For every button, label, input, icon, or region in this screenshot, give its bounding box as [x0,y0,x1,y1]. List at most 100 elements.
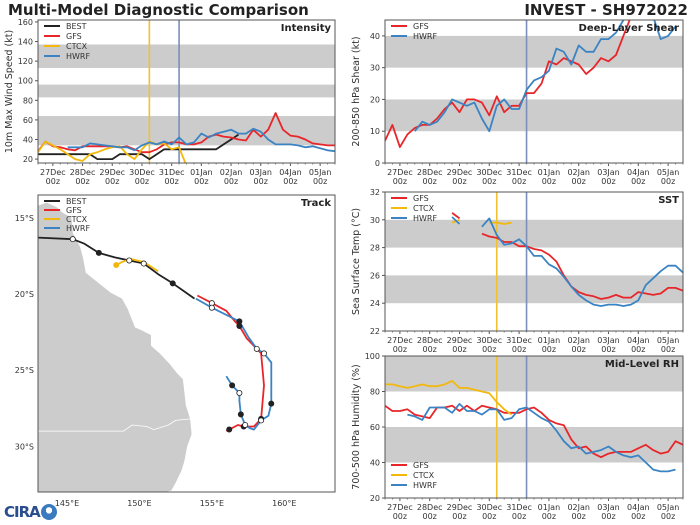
y-tick-label: 60 [23,116,33,125]
australia-land [38,202,192,492]
series-line-gfs [481,232,683,300]
panel-title: Track [301,198,331,209]
x-tick-label: 02Jan [567,336,590,345]
x-tick-sublabel: 00z [164,177,178,186]
track-marker-best [69,236,76,243]
x-tick-label: 04Jan [627,336,650,345]
x-tick-sublabel: 00z [572,345,586,354]
legend-label-hwrf: HWRF [413,32,437,41]
x-tick-label: 27Dec [387,503,413,512]
shaded-band [385,275,683,304]
y-tick-label: 24 [370,299,380,308]
x-tick-label: 05Jan [657,168,680,177]
y-tick-label: 80 [370,388,380,397]
x-tick-label: 160°E [272,499,296,508]
x-tick-label: 31Dec [159,168,185,177]
shaded-band [38,115,335,146]
x-tick-sublabel: 00z [601,177,615,186]
x-tick-sublabel: 00z [661,177,675,186]
x-tick-label: 04Jan [627,168,650,177]
track-marker-hwrf [261,350,268,357]
track-marker-ctcx [113,262,120,269]
x-tick-label: 01Jan [538,168,561,177]
x-tick-sublabel: 00z [542,345,556,354]
x-tick-sublabel: 00z [393,512,407,521]
x-tick-sublabel: 00z [572,177,586,186]
x-tick-sublabel: 00z [224,177,238,186]
x-tick-sublabel: 00z [423,512,437,521]
globe-icon [40,504,57,520]
x-tick-label: 30Dec [129,168,155,177]
y-tick-label: 32 [370,188,380,197]
y-tick-label: 100 [18,77,33,86]
y-tick-label: 80 [23,96,33,105]
track-marker-best [169,280,176,287]
x-tick-label: 05Jan [309,168,332,177]
x-tick-label: 150°E [127,499,151,508]
track-marker-gfs [226,426,233,433]
panel-title: Mid-Level RH [605,359,679,370]
shaded-band [385,35,683,68]
x-tick-label: 31Dec [506,503,532,512]
storm-title: INVEST - SH972022 [524,1,688,19]
x-tick-label: 155°E [200,499,224,508]
track-marker-best [140,260,147,267]
x-tick-sublabel: 00z [283,177,297,186]
x-tick-sublabel: 00z [542,177,556,186]
x-tick-sublabel: 00z [393,345,407,354]
x-tick-label: 27Dec [387,168,413,177]
x-tick-label: 30Dec [476,503,502,512]
x-tick-sublabel: 00z [194,177,208,186]
legend-label-hwrf: HWRF [66,224,90,233]
series-line-hwrf [451,216,461,225]
legend-label-hwrf: HWRF [413,214,437,223]
x-tick-sublabel: 00z [135,177,149,186]
y-tick-label: 20 [370,95,380,104]
plot-frame [37,194,336,493]
series-line-gfs [451,212,461,220]
panel-title: Deep-Layer Shear [579,23,680,34]
x-tick-label: 29Dec [447,168,473,177]
panel-title: Intensity [281,23,332,34]
x-tick-sublabel: 00z [452,345,466,354]
y-tick-label: 100 [365,352,380,361]
x-tick-label: 03Jan [597,503,620,512]
x-tick-sublabel: 00z [254,177,268,186]
x-tick-label: 01Jan [538,336,561,345]
x-tick-sublabel: 00z [313,177,327,186]
legend-label-best: BEST [66,197,87,206]
y-axis-label: Sea Surface Temp (°C) [351,208,362,315]
track-marker-best [95,249,102,256]
x-tick-label: 01Jan [190,168,213,177]
x-tick-label: 03Jan [249,168,272,177]
panel-title: SST [658,195,679,206]
legend-label-gfs: GFS [66,32,82,41]
series-line-hwrf [481,217,683,307]
y-axis-label: 700-500 hPa Humidity (%) [351,364,362,489]
x-tick-sublabel: 00z [542,512,556,521]
x-tick-sublabel: 00z [512,177,526,186]
panel-intensity: 2040608010012014016027Dec00z28Dec00z29De… [4,18,336,186]
x-tick-label: 28Dec [417,168,443,177]
track-marker-hwrf [242,421,249,428]
cira-logo: CIRA [4,503,57,521]
x-tick-sublabel: 00z [423,177,437,186]
legend-label-gfs: GFS [66,206,82,215]
legend-label-hwrf: HWRF [66,52,90,61]
x-tick-label: 04Jan [279,168,302,177]
track-marker-hwrf [236,318,243,325]
x-tick-sublabel: 00z [46,177,60,186]
x-tick-sublabel: 00z [661,345,675,354]
y-axis-label: 200-850 hPa Shear (kt) [351,36,362,146]
track-marker-best [126,257,133,264]
x-tick-label: 28Dec [417,336,443,345]
y-tick-label: 0 [375,159,380,168]
shaded-band [385,99,683,132]
series-line-ctcx [38,140,187,163]
panel-rh: 2040608010027Dec00z28Dec00z29Dec00z30Dec… [351,352,684,521]
track-line-hwrf [195,297,273,431]
x-tick-sublabel: 00z [75,177,89,186]
track-marker-hwrf [237,411,244,418]
legend-label-gfs: GFS [413,194,429,203]
x-tick-sublabel: 00z [631,177,645,186]
